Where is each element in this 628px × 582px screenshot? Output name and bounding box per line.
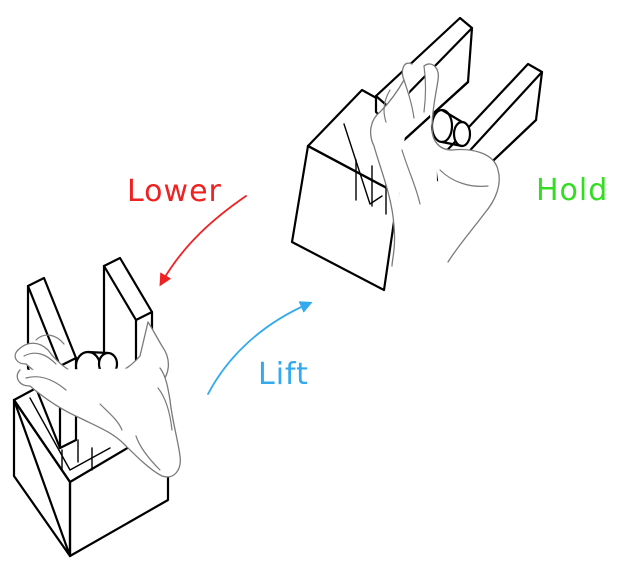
lift-label: Lift [258,357,309,392]
shaft-right [432,110,470,146]
lower-label: Lower [127,174,222,209]
lifted-assembly [292,18,542,290]
hold-label: Hold [536,173,608,208]
lowered-assembly [14,258,180,556]
